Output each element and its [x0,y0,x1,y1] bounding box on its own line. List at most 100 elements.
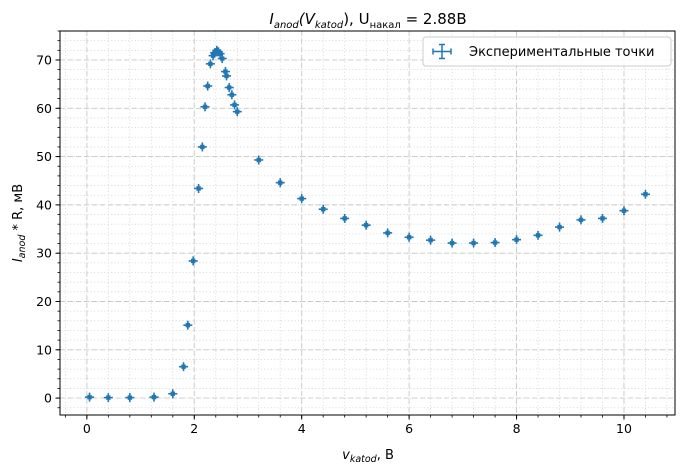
point-marker [449,240,455,246]
x-tick-label: 2 [190,421,198,436]
data-points [85,45,650,403]
data-point [217,54,227,64]
data-point [222,71,232,81]
point-marker [223,69,228,74]
data-point [227,90,237,100]
point-marker [385,230,390,236]
data-point [447,238,457,248]
x-axis-label: vkatod, B [342,448,394,465]
x-tick-label: 0 [83,421,91,436]
data-point [188,256,198,266]
point-marker [210,53,216,58]
data-point [512,235,522,245]
data-point [533,230,543,240]
data-point [179,362,189,372]
point-marker [256,157,261,163]
data-point [232,107,242,117]
data-point [275,178,285,188]
point-marker [170,391,175,396]
data-point [426,235,436,245]
point-marker [87,394,92,400]
data-point [597,213,607,223]
data-point [183,320,193,330]
y-tick-label: 10 [36,342,52,357]
x-tick-label: 8 [513,421,521,436]
point-marker [205,83,210,89]
point-marker [643,192,648,197]
point-marker [224,73,229,79]
y-tick-label: 30 [36,246,52,261]
chart-title: Ianod(Vkatod), Uнакал = 2.88B [269,10,466,31]
point-marker [127,395,133,400]
data-point [619,206,629,216]
point-marker [535,233,541,238]
point-marker [600,216,605,221]
point-marker [320,207,326,212]
data-point [383,228,393,238]
y-tick-label: 20 [36,294,52,309]
point-marker [342,216,347,221]
y-tick-label: 50 [36,149,52,164]
point-marker [428,237,433,243]
data-point [555,222,565,232]
y-tick-label: 0 [44,391,52,406]
data-point [149,392,159,402]
point-marker [235,109,240,114]
data-point [197,142,207,152]
y-tick-label: 40 [36,197,52,212]
point-marker [471,240,476,246]
point-marker [226,85,232,90]
point-marker [557,224,562,230]
data-point [404,232,414,242]
legend-marker [432,43,452,60]
data-point [340,213,350,223]
point-marker [220,56,225,61]
point-marker [621,208,627,213]
point-marker [208,61,213,67]
data-point [640,189,650,199]
x-tick-label: 10 [616,421,632,436]
point-marker [363,222,369,228]
data-point [200,102,210,112]
axis-ticks: 0 2 4 6 8 10 0 10 20 30 40 50 60 70 [36,30,668,436]
point-marker [196,186,201,191]
y-tick-label: 60 [36,101,52,116]
legend: Экспериментальные точки [422,36,672,67]
point-marker [278,180,283,185]
data-point [297,194,307,204]
data-point [125,393,135,403]
data-point [203,81,213,91]
point-marker [406,235,412,240]
data-point [205,59,215,69]
data-point [254,155,264,165]
data-point [469,238,479,248]
point-marker [299,196,304,201]
point-marker [200,144,205,150]
point-marker [181,364,186,369]
data-point [224,83,234,93]
point-marker [191,258,196,264]
data-point [230,100,240,110]
data-point [318,204,328,214]
x-tick-label: 6 [405,421,413,436]
point-marker [514,237,519,242]
data-point [361,220,371,230]
legend-box [422,36,672,67]
data-point [103,393,113,403]
plot-frame [59,30,676,416]
point-marker [217,51,223,56]
point-marker [229,92,235,97]
point-marker [106,395,111,400]
y-tick-label: 70 [36,52,52,67]
data-point [194,183,204,193]
point-marker [202,104,208,110]
point-marker [492,240,498,245]
y-axis-label: Ianod * R, мВ [11,184,28,262]
data-point [576,215,586,225]
data-point [85,392,95,402]
point-marker [185,322,191,328]
point-marker [232,102,237,108]
data-point [168,389,178,399]
data-point [490,238,500,248]
